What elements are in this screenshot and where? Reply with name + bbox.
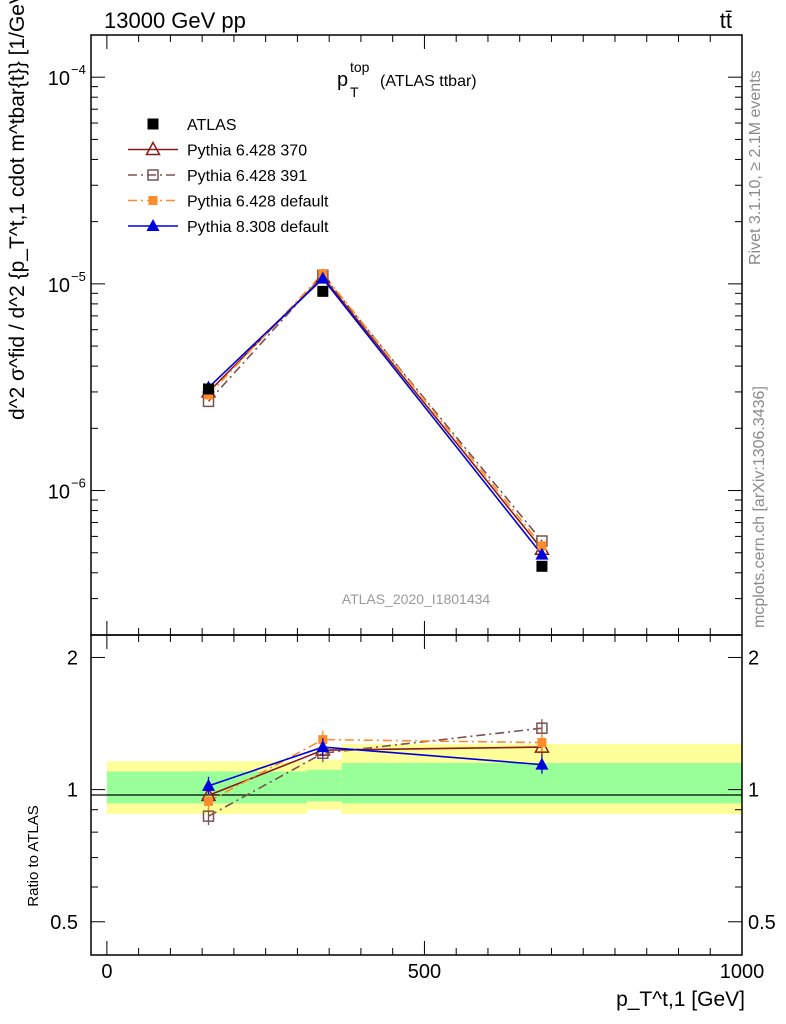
header-right: tt̄ xyxy=(720,8,732,33)
main-point xyxy=(537,541,547,551)
main-line-3 xyxy=(207,272,543,547)
legend-item: Pythia 6.428 391 xyxy=(128,168,307,185)
main-y-axis-label: d^2 σ^fid / d^2 {p_T^t,1 cdot m^tbar{t}}… xyxy=(6,0,29,420)
ratio-point xyxy=(203,796,213,806)
ratio-series xyxy=(200,719,550,826)
main-y-tick-label: 10 xyxy=(48,68,70,90)
main-line-4 xyxy=(207,277,543,556)
ratio-point xyxy=(202,810,215,822)
main-y-tick-label: 10 xyxy=(48,275,70,297)
main-y-tick-exp: −6 xyxy=(71,476,86,491)
ratio-frame xyxy=(90,634,743,956)
ratio-point xyxy=(537,738,547,748)
main-line-1 xyxy=(207,275,543,550)
x-tick-label: 1000 xyxy=(720,961,765,983)
ratio-line-3 xyxy=(208,738,542,803)
ratio-y-tick-label: 1 xyxy=(67,780,78,802)
legend-label: Pythia 6.428 default xyxy=(187,194,329,211)
plot-title-sup: top xyxy=(350,59,370,75)
ratio-ticks: 0.5 0.5 1 1 2 2 0 500 1000 xyxy=(50,635,776,983)
ratio-ylabel: Ratio to ATLAS xyxy=(25,805,42,906)
x-tick-label: 0 xyxy=(101,961,112,983)
main-ticks: 10−610−510−4 xyxy=(48,35,743,636)
plot-title: p top T (ATLAS ttbar) xyxy=(337,59,477,100)
x-axis-label: p_T^t,1 [GeV] xyxy=(616,988,745,1011)
ratio-point xyxy=(316,740,330,753)
legend-label: ATLAS xyxy=(187,117,237,134)
legend-label: Pythia 6.428 391 xyxy=(187,168,307,185)
ratio-y-tick-label: 0.5 xyxy=(50,912,78,934)
legend-label: Pythia 8.308 default xyxy=(187,219,329,236)
legend-marker xyxy=(147,118,159,130)
analysis-watermark: ATLAS_2020_I1801434 xyxy=(342,591,491,607)
rivet-label: Rivet 3.1.10, ≥ 2.1M events xyxy=(747,70,764,265)
legend: ATLAS Pythia 6.428 370 Pythia 6.428 391 Pyt… xyxy=(128,117,329,236)
main-point xyxy=(535,547,549,560)
ratio-y-tick-label-right: 0.5 xyxy=(748,912,776,934)
ratio-point xyxy=(536,722,548,734)
legend-marker xyxy=(146,219,160,231)
ratio-panel: 0.5 0.5 1 1 2 2 0 500 1000 xyxy=(50,634,776,983)
header-left: 13000 GeV pp xyxy=(104,8,246,33)
main-point xyxy=(317,285,329,297)
main-point xyxy=(316,271,330,284)
main-ylabel: d^2 σ^fid / d^2 {p_T^t,1 cdot m^tbar{t}}… xyxy=(6,0,29,420)
main-point xyxy=(202,383,214,395)
main-y-tick-exp: −4 xyxy=(71,62,86,77)
ratio-y-tick-label-right: 1 xyxy=(748,780,759,802)
ratio-line-2 xyxy=(208,727,543,817)
xlabel: p_T^t,1 [GeV] xyxy=(616,988,745,1011)
legend-item: Pythia 8.308 default xyxy=(128,219,329,236)
legend-item: Pythia 6.428 370 xyxy=(128,140,307,160)
legend-item: ATLAS xyxy=(147,117,237,134)
main-series xyxy=(200,268,550,572)
ratio-point xyxy=(201,778,215,791)
ratio-y-tick-label-right: 2 xyxy=(748,647,759,669)
main-y-tick-exp: −5 xyxy=(71,269,86,284)
x-tick-label: 500 xyxy=(408,961,441,983)
legend-label: Pythia 6.428 370 xyxy=(187,143,307,160)
mcplots-label: mcplots.cern.ch [arXiv:1306.3436] xyxy=(751,386,768,628)
legend-marker xyxy=(147,169,159,181)
main-y-tick-label: 10 xyxy=(48,482,70,504)
main-point xyxy=(536,560,548,572)
ratio-point xyxy=(535,757,549,770)
plot-title-sub: T xyxy=(350,84,359,100)
main-line-2 xyxy=(207,274,543,542)
plot-title-main: p xyxy=(337,69,348,91)
ratio-band-inner xyxy=(306,769,342,802)
main-point xyxy=(203,390,213,400)
ratio-y-tick-label: 2 xyxy=(67,647,78,669)
plot-title-rest: (ATLAS ttbar) xyxy=(380,73,477,90)
legend-marker xyxy=(148,196,158,205)
legend-marker xyxy=(145,140,161,156)
legend-item: Pythia 6.428 default xyxy=(128,194,329,211)
